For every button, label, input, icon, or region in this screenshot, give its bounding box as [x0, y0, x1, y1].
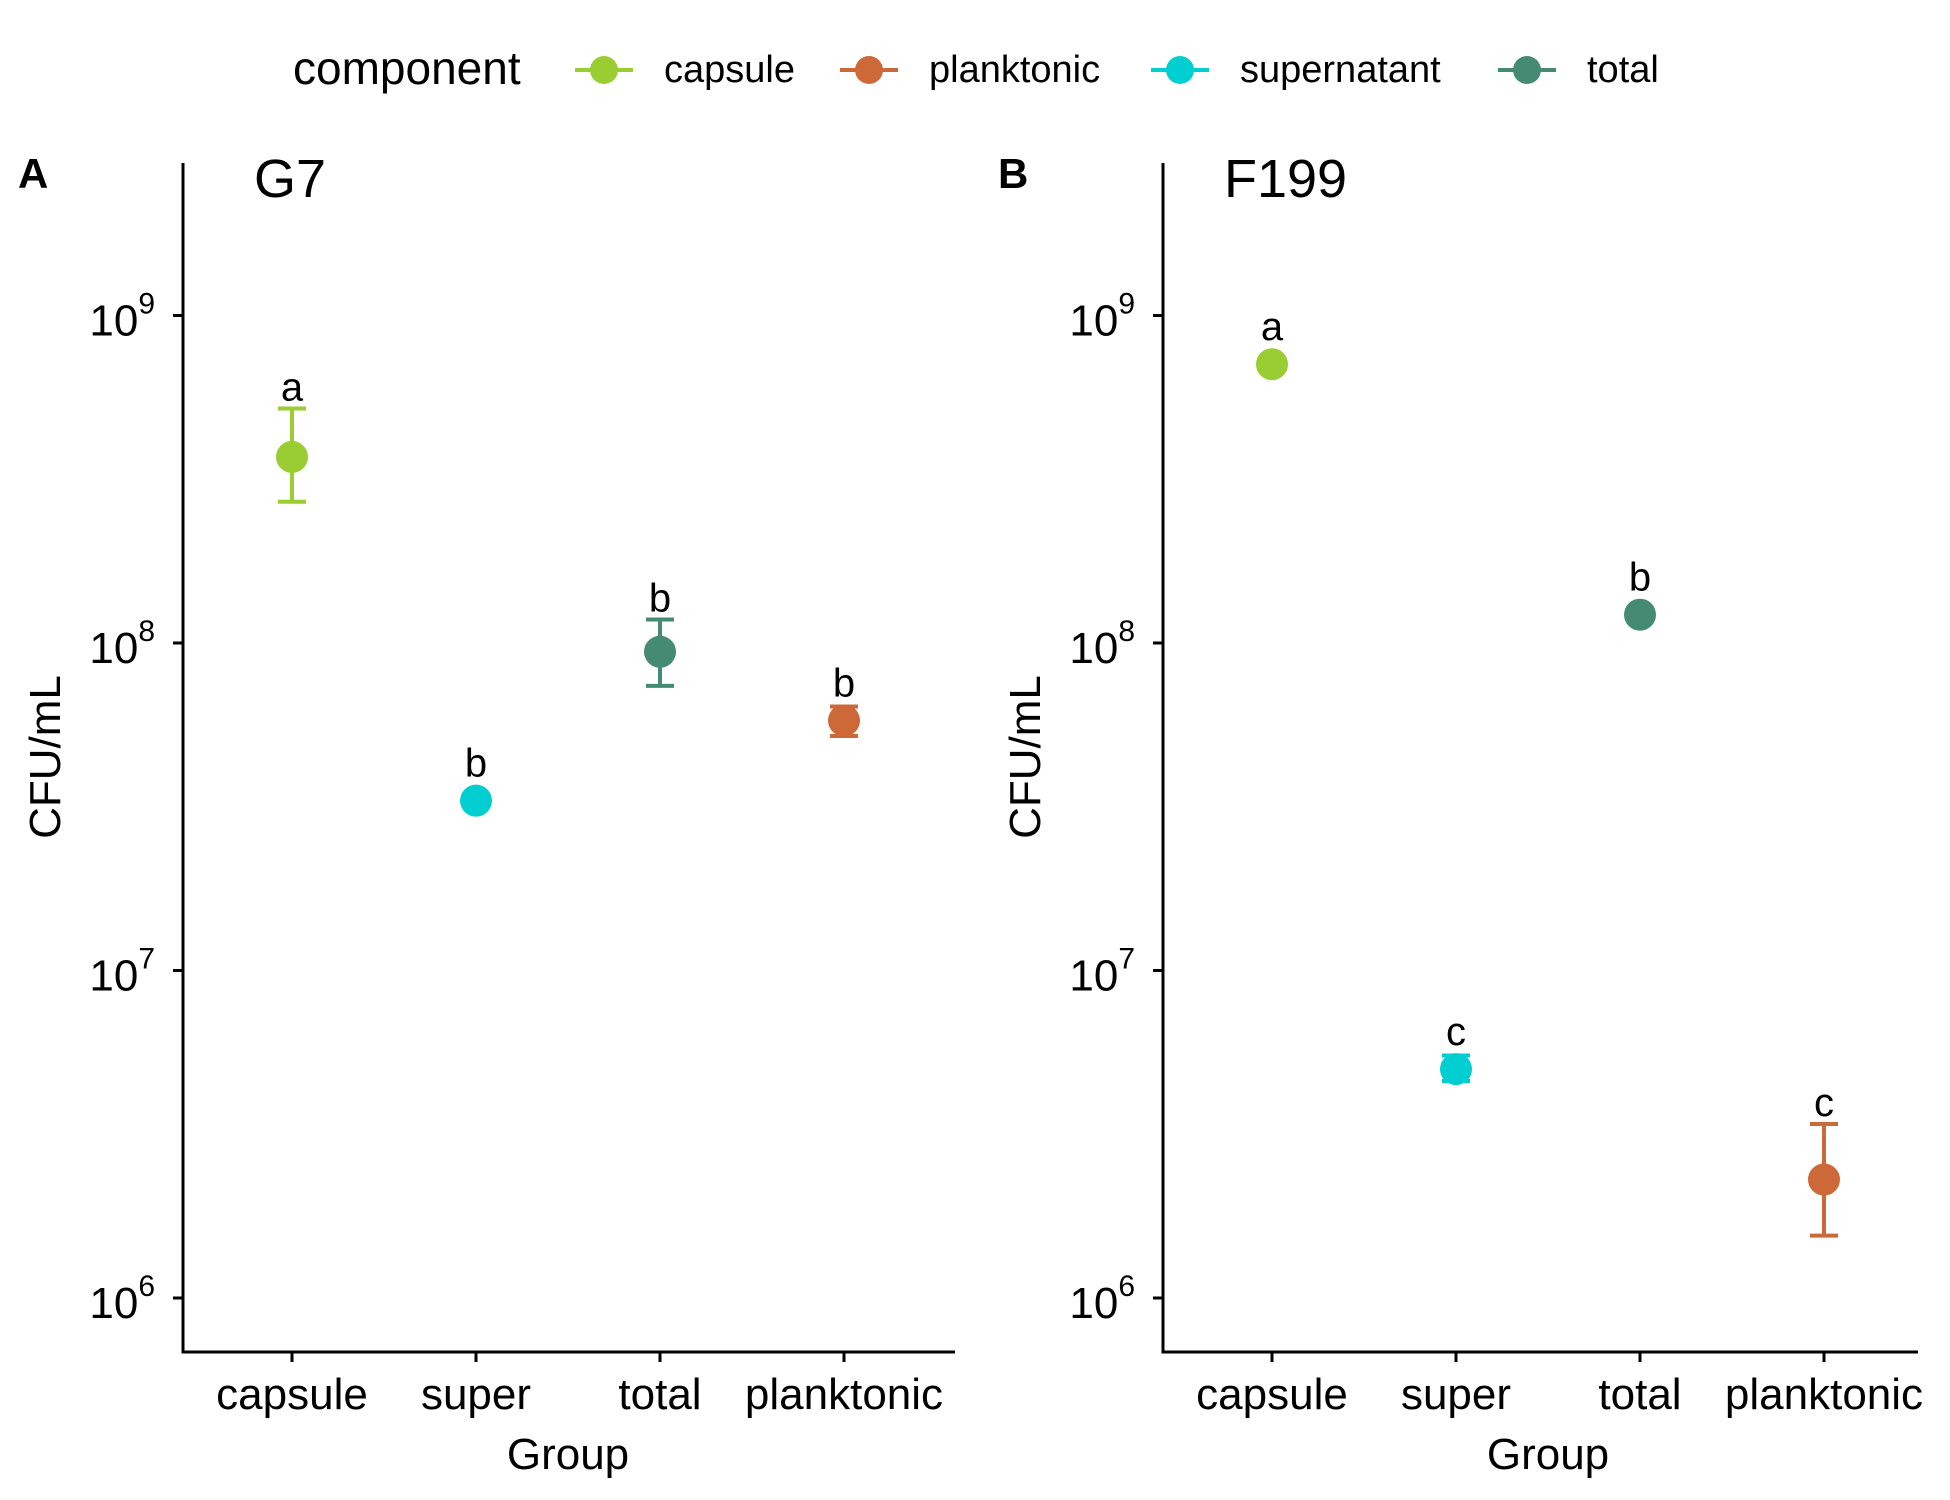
x-axis-label: Group [1487, 1430, 1609, 1479]
data-point-super: b [460, 742, 492, 817]
x-tick-label: total [1598, 1370, 1681, 1419]
axes: 106 107 108 109 capsule super total planktonic [89, 163, 955, 1419]
x-tick-label: planktonic [745, 1370, 943, 1419]
y-tick-label: 109 [89, 288, 155, 346]
x-tick-label: total [618, 1370, 701, 1419]
data-point-marker [1624, 598, 1656, 631]
legend-label: capsule [664, 49, 795, 91]
data-point-total: b [644, 576, 676, 688]
significance-letter: c [1814, 1081, 1834, 1125]
x-tick-label: planktonic [1725, 1370, 1923, 1419]
data-point-marker [1256, 348, 1288, 381]
panel-title: G7 [254, 149, 326, 209]
legend: component capsule planktonic supernatant to… [293, 42, 1659, 94]
significance-letter: b [1629, 556, 1651, 600]
legend-label: planktonic [929, 49, 1100, 91]
legend-label: total [1587, 49, 1659, 91]
data-marks: a b b b [276, 366, 860, 817]
y-axis-label: CFU/mL [1001, 675, 1050, 839]
y-tick-label: 106 [89, 1270, 155, 1328]
y-tick-label: 109 [1069, 288, 1135, 346]
significance-letter: b [465, 742, 487, 786]
data-point-marker [828, 704, 860, 737]
data-point-planktonic: b [828, 661, 860, 739]
axes: 106 107 108 109 capsule super total planktonic [1069, 163, 1923, 1419]
x-tick-label: super [1401, 1370, 1511, 1419]
significance-letter: a [281, 366, 304, 410]
y-tick-label: 106 [1069, 1270, 1135, 1328]
significance-letter: b [649, 576, 671, 620]
data-point-capsule: a [276, 366, 308, 504]
legend-item-total: total [1498, 49, 1659, 91]
legend-item-planktonic: planktonic [840, 49, 1100, 91]
legend-key-dot [1166, 56, 1194, 84]
data-point-marker [1440, 1053, 1472, 1086]
panel-label: A [18, 150, 48, 197]
significance-letter: a [1261, 305, 1284, 349]
data-point-capsule: a [1256, 305, 1288, 381]
y-axis-label: CFU/mL [21, 675, 70, 839]
y-tick-label: 108 [1069, 615, 1135, 673]
x-tick-label: super [421, 1370, 531, 1419]
x-tick-label: capsule [1196, 1370, 1348, 1419]
y-tick-label: 107 [89, 943, 155, 1001]
legend-title: component [293, 42, 521, 94]
significance-letter: c [1446, 1010, 1466, 1054]
legend-item-supernatant: supernatant [1151, 49, 1441, 91]
panel-label: B [998, 150, 1028, 197]
data-point-marker [1808, 1163, 1840, 1196]
significance-letter: b [833, 661, 855, 705]
legend-item-capsule: capsule [575, 49, 795, 91]
legend-key-dot [590, 56, 618, 84]
legend-items: capsule planktonic supernatant total [575, 49, 1659, 91]
x-axis-label: Group [507, 1430, 629, 1479]
legend-key-dot [855, 56, 883, 84]
data-point-total: b [1624, 556, 1656, 631]
data-point-marker [276, 440, 308, 473]
panel-g7: A G7 CFU/mL Group 106 107 108 109 capsule sup… [18, 149, 955, 1479]
data-marks: a c b c [1256, 305, 1840, 1238]
data-point-marker [460, 784, 492, 817]
legend-key-dot [1513, 56, 1541, 84]
y-tick-label: 107 [1069, 943, 1135, 1001]
data-point-planktonic: c [1808, 1081, 1840, 1238]
x-tick-label: capsule [216, 1370, 368, 1419]
y-tick-label: 108 [89, 615, 155, 673]
data-point-marker [644, 635, 676, 668]
data-point-super: c [1440, 1010, 1472, 1086]
panel-title: F199 [1224, 149, 1347, 209]
legend-label: supernatant [1240, 49, 1441, 91]
panel-f199: B F199 CFU/mL Group 106 107 108 109 capsule s… [998, 149, 1923, 1479]
